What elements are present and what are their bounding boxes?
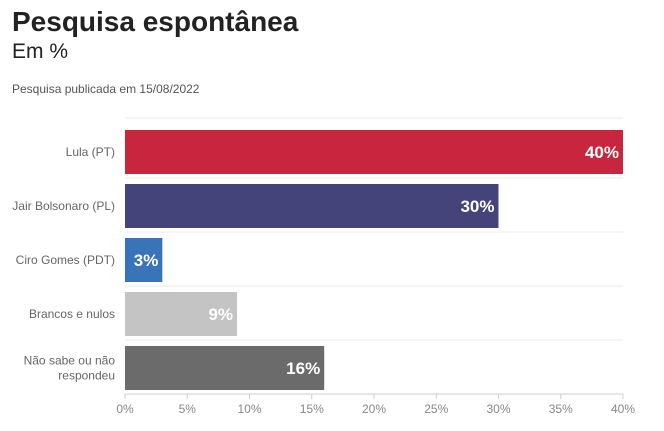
category-label: Jair Bolsonaro (PL) [12, 199, 115, 213]
bar [125, 184, 499, 228]
publication-note: Pesquisa publicada em 15/08/2022 [12, 82, 200, 96]
bar-value-label: 3% [134, 251, 159, 270]
category-label: Ciro Gomes (PDT) [16, 253, 115, 267]
x-tick-label: 40% [611, 402, 635, 416]
x-tick-label: 20% [362, 402, 386, 416]
bar [125, 346, 325, 390]
x-tick-label: 30% [486, 402, 510, 416]
x-tick-label: 25% [424, 402, 448, 416]
bar [125, 292, 238, 336]
category-label: Brancos e nulos [29, 307, 115, 321]
bar-value-label: 30% [460, 197, 494, 216]
chart-title: Pesquisa espontânea [12, 6, 299, 37]
bar-value-label: 16% [286, 359, 320, 378]
x-tick-label: 5% [179, 402, 197, 416]
bar [125, 130, 623, 174]
bar-value-label: 9% [208, 305, 233, 324]
x-tick-label: 15% [300, 402, 324, 416]
chart-subtitle: Em % [12, 40, 69, 63]
x-tick-label: 10% [237, 402, 261, 416]
bar [125, 238, 163, 282]
bar-value-label: 40% [585, 143, 619, 162]
category-label: Não sabe ou não respondeu [24, 354, 116, 383]
x-tick-label: 0% [116, 402, 134, 416]
x-tick-label: 35% [549, 402, 573, 416]
category-label: Lula (PT) [66, 145, 115, 159]
